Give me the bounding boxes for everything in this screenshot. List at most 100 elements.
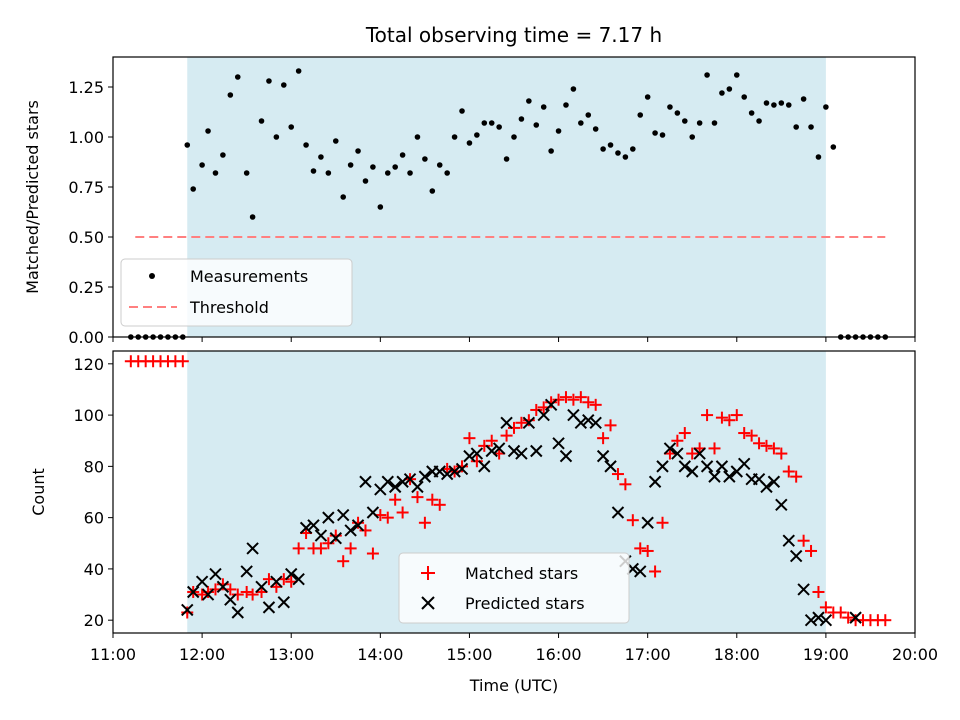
measurement-point bbox=[414, 134, 421, 140]
measurement-point bbox=[258, 118, 265, 124]
matched-star-point bbox=[381, 511, 394, 524]
predicted-star-point bbox=[344, 524, 357, 537]
matched-star-point bbox=[202, 585, 215, 598]
predicted-star-point bbox=[530, 444, 543, 458]
predicted-star-point bbox=[760, 480, 773, 494]
measurement-point bbox=[325, 170, 332, 176]
predicted-star-point bbox=[604, 460, 617, 473]
predicted-star-point bbox=[582, 414, 595, 427]
matched-star-point bbox=[730, 409, 743, 422]
bottom-axes-frame bbox=[112, 350, 916, 634]
chart-title: Total observing time = 7.17 h bbox=[365, 23, 662, 47]
predicted-star-point bbox=[270, 575, 283, 588]
x-tick-label: 15:00 bbox=[446, 645, 492, 664]
predicted-star-point bbox=[574, 416, 588, 429]
measurement-point bbox=[518, 116, 525, 122]
matched-star-point bbox=[500, 429, 513, 442]
top-y-ticks: 0.00 0.25 0.50 0.75 1.00 1.25 bbox=[68, 78, 113, 347]
matched-star-point bbox=[329, 529, 342, 542]
measurement-point bbox=[451, 134, 458, 140]
measurement-point bbox=[733, 72, 740, 78]
predicted-star-point bbox=[596, 449, 610, 463]
predicted-star-point bbox=[671, 447, 684, 460]
measurement-point bbox=[570, 86, 577, 92]
measurement-point bbox=[444, 170, 450, 176]
x-tick-label: 17:00 bbox=[625, 645, 671, 664]
matched-star-point bbox=[314, 542, 327, 555]
predicted-star-stroke bbox=[767, 475, 781, 488]
measurement-point bbox=[466, 140, 473, 146]
predicted-star-point bbox=[767, 475, 781, 488]
predicted-star-point bbox=[292, 572, 305, 586]
predicted-star-stroke bbox=[812, 611, 825, 624]
bottom-y-tick-label: 60 bbox=[84, 509, 104, 528]
matched-star-point bbox=[805, 544, 818, 557]
measurement-point bbox=[800, 96, 807, 102]
predicted-star-stroke bbox=[492, 442, 506, 455]
predicted-star-stroke bbox=[463, 449, 476, 463]
measurement-point bbox=[667, 104, 673, 110]
bottom-y-tick-label: 40 bbox=[84, 560, 104, 579]
predicted-star-stroke bbox=[181, 603, 194, 617]
x-tick-label: 20:00 bbox=[892, 645, 938, 664]
measurement-point bbox=[436, 162, 443, 168]
predicted-star-stroke bbox=[255, 580, 268, 594]
predicted-star-stroke bbox=[559, 449, 573, 463]
legend-marker-matched bbox=[421, 566, 435, 580]
predicted-star-point bbox=[478, 460, 491, 473]
legend-marker-measurements bbox=[149, 273, 155, 279]
predicted-star-point bbox=[715, 460, 729, 473]
measurement-point bbox=[459, 108, 465, 114]
predicted-star-point bbox=[492, 442, 506, 455]
predicted-star-stroke bbox=[344, 524, 357, 537]
predicted-star-stroke bbox=[596, 449, 610, 463]
matched-star-point bbox=[344, 542, 357, 555]
measurement-point bbox=[347, 162, 354, 168]
predicted-star-point bbox=[708, 470, 721, 483]
predicted-star-point bbox=[224, 593, 237, 606]
matched-star-point bbox=[819, 601, 832, 614]
matched-star-point bbox=[359, 524, 372, 537]
measurement-point bbox=[280, 82, 287, 88]
measurement-point bbox=[681, 118, 688, 124]
matched-star-point bbox=[678, 427, 691, 440]
matched-star-point bbox=[745, 429, 758, 442]
measurement-point bbox=[808, 124, 814, 130]
predicted-star-point bbox=[262, 601, 276, 614]
bottom-x-ticks: 11:00 12:00 13:00 14:00 15:00 16:00 17:00 18:00… bbox=[90, 633, 938, 664]
predicted-star-point bbox=[789, 549, 803, 563]
predicted-star-stroke bbox=[804, 613, 818, 627]
predicted-star-stroke bbox=[381, 475, 394, 488]
measurement-point bbox=[511, 134, 517, 140]
measurement-point bbox=[652, 130, 658, 136]
predicted-star-point bbox=[240, 565, 253, 578]
top-x-ticks bbox=[112, 337, 916, 342]
measurement-point bbox=[310, 168, 317, 174]
predicted-star-stroke bbox=[478, 460, 491, 473]
x-tick-label: 14:00 bbox=[357, 645, 403, 664]
matched-star-points bbox=[124, 355, 892, 627]
top-y-tick-label: 0.25 bbox=[68, 278, 104, 297]
matched-star-point bbox=[545, 396, 558, 409]
bottom-y-tick-label: 100 bbox=[73, 406, 104, 425]
predicted-star-point bbox=[641, 516, 654, 529]
bottom-legend: Matched stars Predicted stars bbox=[398, 552, 630, 624]
predicted-star-point bbox=[552, 437, 565, 450]
matched-star-point bbox=[196, 588, 209, 601]
measurement-point bbox=[295, 68, 302, 74]
x-tick-label: 13:00 bbox=[268, 645, 314, 664]
predicted-star-stroke bbox=[567, 408, 580, 422]
predicted-star-point bbox=[678, 460, 692, 473]
bottom-y-axis-label: Count bbox=[29, 468, 48, 516]
measurement-point bbox=[763, 100, 770, 106]
measurement-point bbox=[184, 142, 191, 148]
measurement-point bbox=[823, 104, 829, 110]
bottom-legend-box bbox=[398, 552, 630, 624]
predicted-star-point bbox=[812, 611, 825, 624]
measurement-point bbox=[659, 132, 666, 138]
matched-star-point bbox=[530, 403, 543, 416]
predicted-star-point bbox=[663, 442, 677, 455]
predicted-star-point bbox=[797, 583, 810, 596]
measurement-point bbox=[630, 146, 636, 152]
measurement-points bbox=[128, 68, 889, 340]
